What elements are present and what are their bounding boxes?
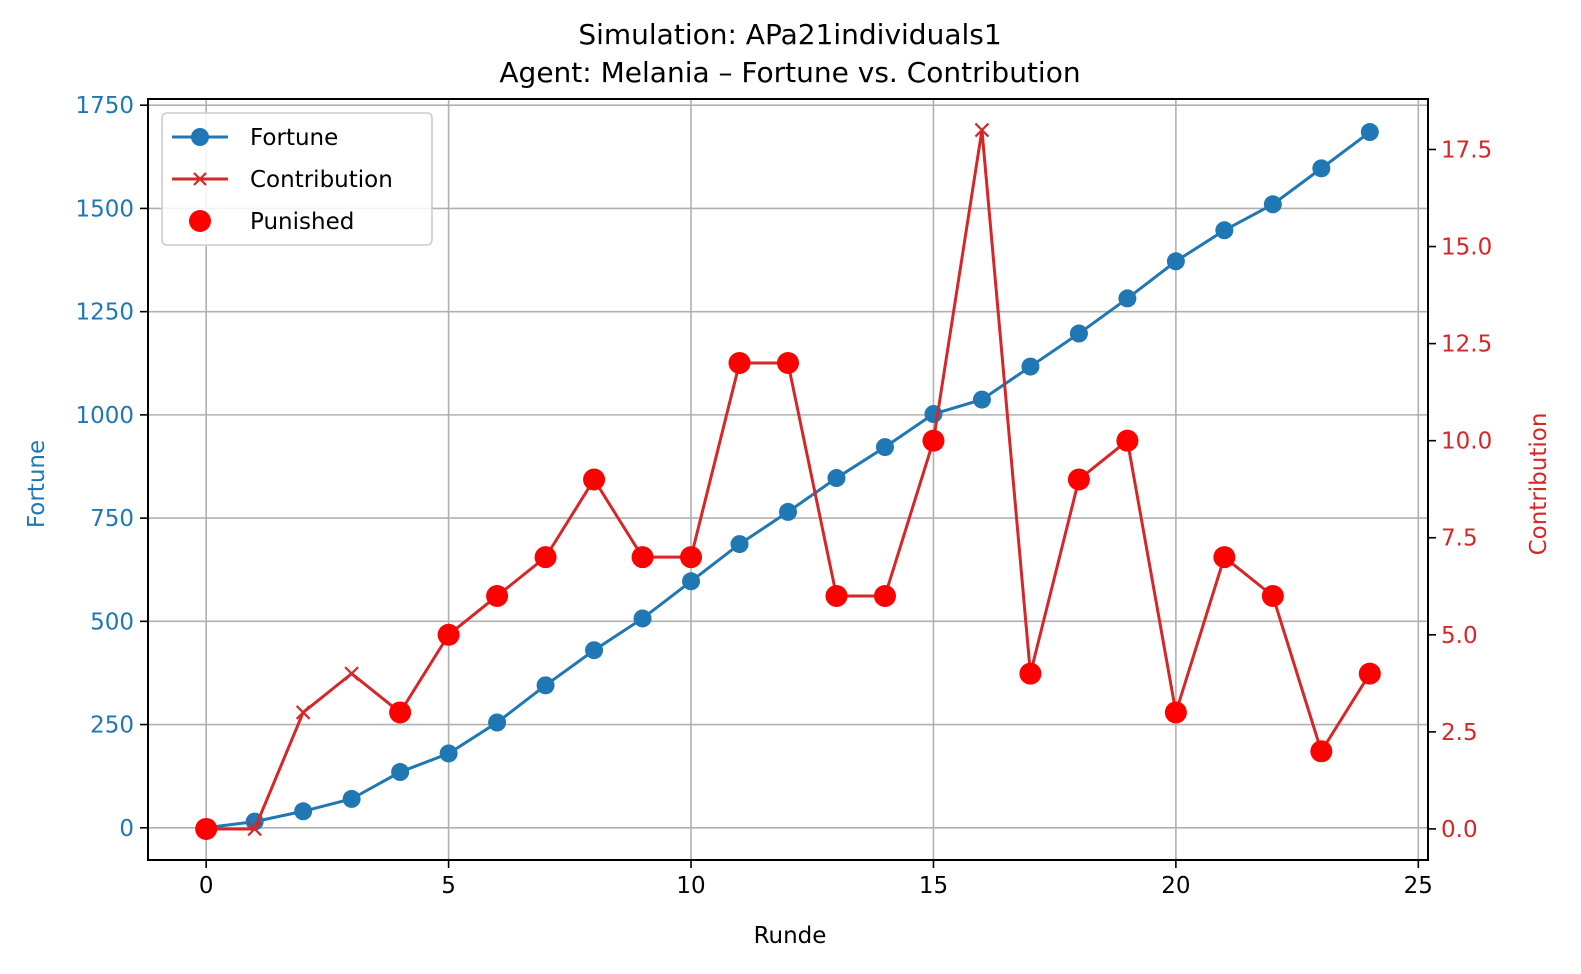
fortune-point bbox=[1360, 123, 1379, 142]
y-axis-left-label: Fortune bbox=[24, 440, 50, 528]
punished-point bbox=[534, 546, 557, 569]
y-axis-right-label: Contribution bbox=[1526, 413, 1552, 556]
punished-point bbox=[1358, 662, 1381, 685]
fortune-point bbox=[439, 744, 458, 763]
punished-point bbox=[825, 584, 848, 607]
fortune-point bbox=[1215, 221, 1234, 240]
contribution-marker bbox=[247, 821, 262, 837]
punished-point bbox=[728, 352, 751, 375]
chart-title: Simulation: APa21individuals1 bbox=[578, 18, 1001, 51]
fortune-point bbox=[875, 438, 894, 457]
legend-punished-label: Punished bbox=[250, 209, 354, 235]
fortune-point bbox=[682, 572, 701, 591]
y-left-tick-label: 250 bbox=[90, 713, 134, 739]
legend: Fortune Contribution Punished bbox=[161, 112, 433, 246]
fortune-point bbox=[1166, 252, 1185, 271]
punished-point bbox=[486, 584, 509, 607]
punished-point bbox=[583, 468, 606, 491]
fortune-point bbox=[827, 469, 846, 488]
plot-frame bbox=[147, 98, 1429, 861]
fortune-point bbox=[1118, 289, 1137, 308]
fortune-point bbox=[294, 802, 313, 821]
contribution-marker-stroke bbox=[295, 705, 311, 720]
punished-point bbox=[873, 584, 896, 607]
fortune-point bbox=[391, 763, 410, 782]
x-tick-label: 25 bbox=[1404, 873, 1433, 899]
punished-point bbox=[195, 817, 218, 840]
legend-box bbox=[161, 112, 433, 246]
contribution-marker-stroke bbox=[974, 122, 990, 138]
contribution-marker bbox=[295, 705, 311, 720]
fortune-point bbox=[1312, 159, 1331, 178]
x-tick-label: 10 bbox=[676, 873, 705, 899]
y-left-tick-label: 750 bbox=[90, 506, 134, 532]
punished-point bbox=[1213, 546, 1236, 569]
y-right-tick-label: 2.5 bbox=[1441, 720, 1478, 746]
legend-fortune-label: Fortune bbox=[250, 125, 338, 151]
punished-point bbox=[922, 429, 945, 452]
legend-contribution-marker bbox=[193, 172, 207, 186]
fortune-point bbox=[633, 609, 652, 628]
fortune-point bbox=[488, 713, 507, 732]
y-left-tick-label: 1500 bbox=[75, 196, 134, 222]
fortune-point bbox=[1263, 195, 1282, 214]
punished-point bbox=[777, 352, 799, 375]
y-right-tick-label: 7.5 bbox=[1441, 526, 1478, 552]
x-axis-label: Runde bbox=[754, 923, 827, 949]
y-left-tick-label: 500 bbox=[90, 609, 134, 635]
fortune-point bbox=[585, 641, 604, 660]
y-right-tick-label: 15.0 bbox=[1441, 235, 1492, 261]
punished-point bbox=[1310, 740, 1333, 763]
x-tick-label: 5 bbox=[441, 873, 456, 899]
y-right-tick-label: 10.0 bbox=[1441, 429, 1492, 455]
axes: 0 5 10 15 20 25025050075010001250150017500.02… bbox=[75, 93, 1492, 899]
punished-point bbox=[680, 546, 703, 569]
punished-point bbox=[1164, 701, 1187, 724]
x-tick-label: 20 bbox=[1161, 873, 1190, 899]
fortune-point bbox=[1069, 324, 1088, 343]
legend-punished-marker bbox=[189, 210, 211, 232]
y-left-tick-label: 0 bbox=[119, 816, 134, 842]
y-right-tick-label: 17.5 bbox=[1441, 137, 1492, 163]
grid-lines bbox=[148, 99, 1428, 860]
contribution-marker-stroke bbox=[247, 821, 262, 837]
y-left-tick-label: 1750 bbox=[75, 93, 134, 119]
series-layer bbox=[195, 122, 1381, 840]
punished-point bbox=[1261, 584, 1284, 607]
fortune-point bbox=[342, 789, 361, 808]
punished-point bbox=[437, 623, 460, 646]
x-tick-label: 0 bbox=[199, 873, 214, 899]
y-right-tick-label: 5.0 bbox=[1441, 623, 1478, 649]
fortune-point bbox=[1021, 357, 1040, 376]
y-left-tick-label: 1000 bbox=[75, 403, 134, 429]
chart-subtitle: Agent: Melania – Fortune vs. Contributio… bbox=[499, 56, 1080, 89]
punished-point bbox=[1019, 662, 1042, 685]
punished-point bbox=[389, 701, 412, 724]
contribution-marker bbox=[974, 122, 990, 138]
y-right-tick-label: 12.5 bbox=[1441, 332, 1492, 358]
fortune-point bbox=[972, 390, 991, 409]
contribution-marker-stroke bbox=[344, 666, 359, 681]
contribution-marker bbox=[344, 666, 359, 681]
fortune-point bbox=[730, 535, 749, 554]
y-right-tick-label: 0.0 bbox=[1441, 817, 1478, 843]
punished-point bbox=[631, 546, 654, 569]
punished-point bbox=[1067, 468, 1090, 491]
legend-fortune-marker bbox=[191, 128, 209, 146]
x-tick-label: 15 bbox=[919, 873, 948, 899]
punished-point bbox=[1116, 429, 1139, 452]
fortune-point bbox=[536, 676, 555, 695]
legend-contribution-label: Contribution bbox=[250, 167, 393, 193]
fortune-point bbox=[779, 502, 797, 521]
y-left-tick-label: 1250 bbox=[75, 300, 134, 326]
